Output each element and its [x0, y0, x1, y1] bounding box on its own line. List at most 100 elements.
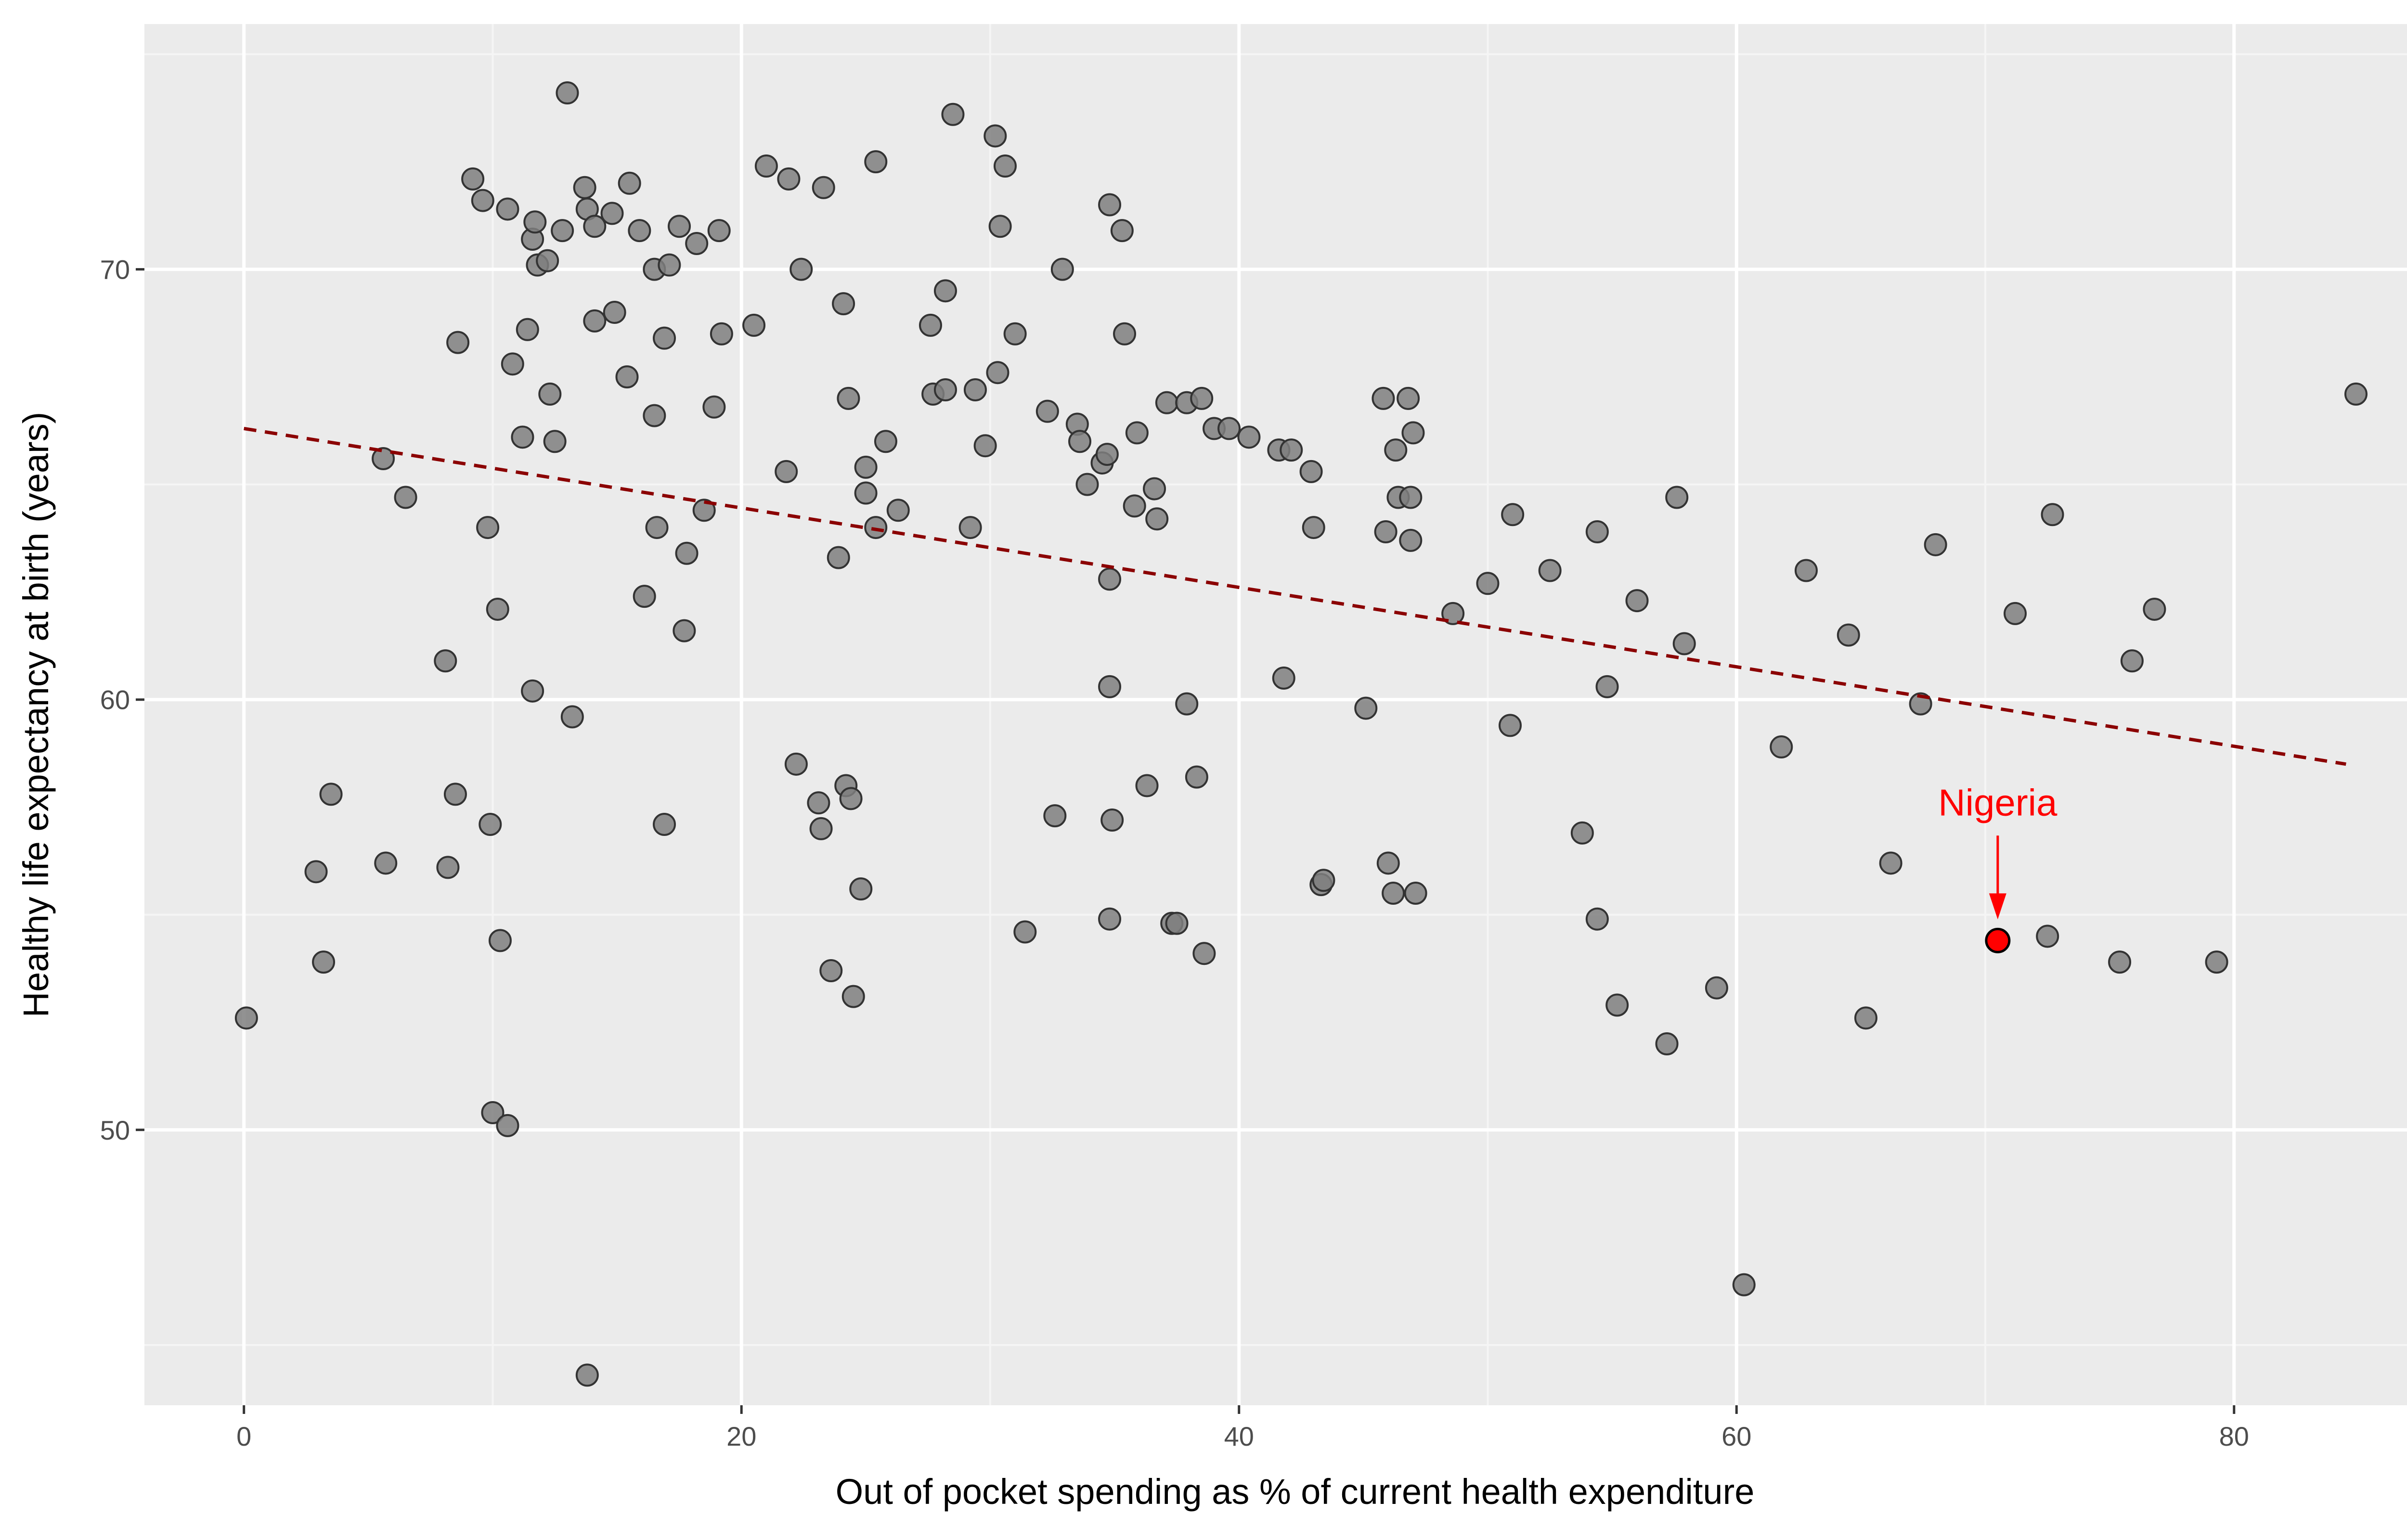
data-point [692, 499, 716, 522]
data-point [1155, 391, 1178, 414]
data-point [807, 791, 830, 815]
data-point [1570, 821, 1594, 845]
data-point [658, 253, 681, 277]
data-point [1013, 920, 1037, 944]
data-point [1272, 667, 1295, 690]
data-point [2036, 924, 2059, 948]
data-point [615, 365, 639, 389]
data-point [886, 499, 910, 522]
data-point [1299, 460, 1323, 483]
data-point [479, 812, 502, 836]
data-point [675, 541, 699, 565]
data-point [668, 215, 691, 238]
data-point [2205, 950, 2228, 974]
data-point [486, 597, 509, 621]
data-point [837, 386, 860, 410]
data-point [1399, 528, 1423, 552]
data-point [1770, 735, 1793, 759]
data-point [304, 860, 328, 884]
data-point [1585, 907, 1609, 931]
data-point [1100, 808, 1124, 832]
data-point [628, 219, 651, 243]
data-point [575, 1363, 599, 1387]
highlight-arrowhead [1989, 893, 2006, 920]
data-point [1382, 882, 1405, 905]
data-point [583, 215, 607, 238]
data-point [645, 516, 669, 539]
data-point [653, 812, 676, 836]
data-point [984, 124, 1007, 148]
data-point [841, 985, 865, 1008]
data-point [854, 481, 878, 505]
data-point [963, 378, 987, 401]
x-tick-label: 80 [2219, 1421, 2249, 1451]
data-point [1280, 438, 1303, 462]
data-point [471, 189, 494, 212]
data-point [461, 167, 485, 191]
y-tick-label: 70 [100, 255, 130, 285]
data-point [2041, 503, 2064, 526]
data-point [436, 856, 460, 879]
data-point [789, 257, 813, 281]
data-point [1110, 219, 1134, 243]
data-point [1050, 257, 1074, 281]
data-point [372, 447, 395, 471]
data-point [603, 301, 626, 324]
data-point [443, 783, 467, 806]
data-point [1113, 322, 1137, 346]
data-point [1498, 714, 1522, 737]
data-point [2004, 602, 2027, 625]
y-tick-label: 60 [100, 685, 130, 715]
data-point [394, 486, 417, 509]
data-point [812, 176, 835, 199]
data-point [1003, 322, 1027, 346]
data-point [986, 361, 1009, 385]
y-tick-label: 50 [100, 1115, 130, 1145]
data-point [1098, 907, 1122, 931]
data-point [434, 649, 457, 673]
data-point [777, 167, 801, 191]
data-point [1399, 486, 1423, 509]
data-point [827, 546, 850, 569]
data-point [1035, 399, 1059, 423]
data-point [1397, 386, 1420, 410]
data-point [864, 516, 888, 539]
data-point [1705, 976, 1728, 1000]
data-point [1605, 993, 1629, 1017]
data-point [874, 430, 897, 453]
data-point [710, 322, 733, 346]
data-point [481, 1101, 505, 1125]
data-point [1404, 882, 1427, 905]
data-point [511, 425, 534, 449]
highlight-point [1985, 927, 2011, 953]
data-point [809, 817, 833, 840]
data-point [573, 176, 596, 199]
data-point [1837, 623, 1860, 647]
data-point [312, 950, 336, 974]
data-point [1312, 869, 1335, 892]
data-point [523, 210, 547, 234]
data-point [1625, 589, 1649, 613]
data-point [1595, 675, 1619, 698]
data-point [933, 279, 957, 303]
data-point [1585, 520, 1609, 544]
data-point [958, 516, 982, 539]
data-point [1098, 193, 1122, 217]
data-point [2108, 950, 2132, 974]
data-point [1655, 1032, 1679, 1055]
data-point [496, 1114, 519, 1137]
data-point [543, 430, 567, 453]
data-point [1374, 520, 1398, 544]
data-point [374, 851, 398, 875]
data-point [496, 197, 519, 221]
x-axis-title: Out of pocket spending as % of current h… [836, 1472, 1755, 1512]
data-point [1143, 477, 1166, 500]
data-point [1924, 533, 1947, 556]
major-gridlines [144, 24, 2407, 1405]
data-point [819, 959, 843, 982]
data-point [1098, 675, 1122, 698]
data-point [521, 679, 544, 703]
data-point [1732, 1273, 1756, 1296]
data-points [234, 81, 2368, 1387]
